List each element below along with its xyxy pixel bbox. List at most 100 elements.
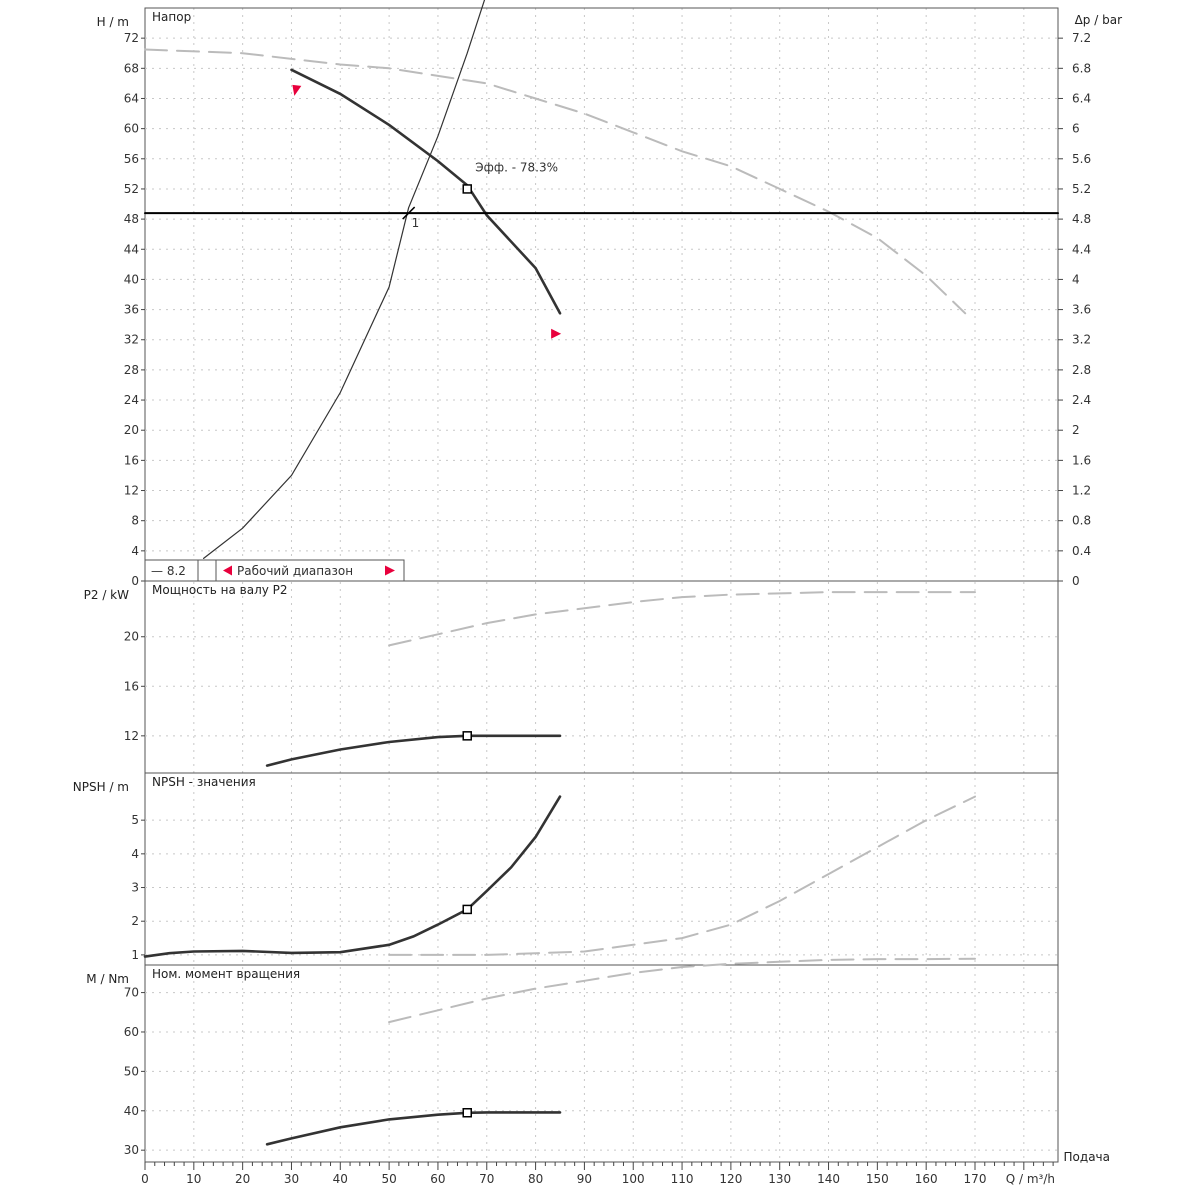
y-axis-label: NPSH / m — [73, 780, 129, 794]
x-tick-label: 70 — [479, 1172, 494, 1186]
x-tick-label: 50 — [381, 1172, 396, 1186]
y2-tick-label: 0.8 — [1072, 514, 1091, 528]
y2-tick-label: 0 — [1072, 574, 1080, 588]
y-tick-label: 4 — [131, 544, 139, 558]
legend-range-start-icon — [223, 565, 232, 576]
y2-tick-label: 3.2 — [1072, 333, 1091, 347]
x-tick-label: 120 — [719, 1172, 742, 1186]
panel-frame — [144, 964, 1059, 1163]
y-tick-label: 20 — [124, 630, 139, 644]
y2-tick-label: 1.6 — [1072, 453, 1091, 467]
x-axis-label: Q / m³/h — [1006, 1172, 1055, 1186]
y2-tick-label: 3.6 — [1072, 303, 1091, 317]
legend-gap-box — [197, 559, 217, 582]
x-tick-label: 80 — [528, 1172, 543, 1186]
x-tick-label: 100 — [622, 1172, 645, 1186]
operating-point-marker — [462, 731, 472, 741]
y2-tick-label: 5.6 — [1072, 152, 1091, 166]
npsh-operating-line — [143, 795, 562, 958]
y-tick-label: 1 — [131, 948, 139, 962]
y2-tick-label: 6.8 — [1072, 61, 1091, 75]
y-tick-label: 4 — [131, 847, 139, 861]
y-tick-label: 72 — [124, 31, 139, 45]
y-tick-label: 16 — [124, 679, 139, 693]
y2-tick-label: 2 — [1072, 423, 1080, 437]
y-tick-label: 52 — [124, 182, 139, 196]
operating-point-marker — [462, 1108, 472, 1118]
y2-tick-label: 6.4 — [1072, 91, 1091, 105]
legend-range-end-icon — [385, 565, 395, 576]
x-tick-label: 40 — [333, 1172, 348, 1186]
x-tick-label: 130 — [768, 1172, 791, 1186]
power-operating-line — [265, 734, 562, 767]
x-tick-label: 30 — [284, 1172, 299, 1186]
y-axis-label: M / Nm — [86, 972, 129, 986]
y-tick-label: 60 — [124, 122, 139, 136]
y-tick-label: 5 — [131, 813, 139, 827]
x-axis-title: Подача — [1064, 1150, 1110, 1164]
y2-tick-label: 6 — [1072, 122, 1080, 136]
y-tick-label: 56 — [124, 152, 139, 166]
x-tick-label: 90 — [577, 1172, 592, 1186]
x-tick-label: 150 — [866, 1172, 889, 1186]
y2-tick-label: 4 — [1072, 272, 1080, 286]
y-tick-label: 64 — [124, 91, 139, 105]
range-start-marker — [292, 84, 302, 96]
y-tick-label: 20 — [124, 423, 139, 437]
y-tick-label: 40 — [124, 272, 139, 286]
x-tick-label: 110 — [671, 1172, 694, 1186]
y2-tick-label: 1.2 — [1072, 484, 1091, 498]
duty-point-marker — [402, 206, 416, 220]
panel-title: Напор — [152, 10, 191, 24]
y-tick-label: 0 — [131, 574, 139, 588]
pump-curve-operating-line — [290, 68, 562, 315]
x-tick-label: 60 — [430, 1172, 445, 1186]
range-end-marker — [551, 328, 562, 339]
y-tick-label: 32 — [124, 333, 139, 347]
power-full-line — [388, 591, 976, 647]
y-axis-label: P2 / kW — [84, 588, 129, 602]
x-tick-label: 140 — [817, 1172, 840, 1186]
legend-left-text: — 8.2 — [151, 564, 186, 578]
y-tick-label: 28 — [124, 363, 139, 377]
duty-point-label: 1 — [412, 216, 420, 230]
y-tick-label: 8 — [131, 514, 139, 528]
x-tick-label: 160 — [915, 1172, 938, 1186]
operating-point-marker — [462, 184, 472, 194]
npsh-full-line — [388, 795, 976, 956]
panel-title: NPSH - значения — [152, 775, 256, 789]
y2-axis-label: Δp / bar — [1075, 13, 1122, 27]
y2-tick-label: 4.8 — [1072, 212, 1091, 226]
x-tick-label: 170 — [964, 1172, 987, 1186]
y2-tick-label: 2.4 — [1072, 393, 1091, 407]
y2-tick-label: 5.2 — [1072, 182, 1091, 196]
x-tick-label: 10 — [186, 1172, 201, 1186]
y-axis-label: H / m — [97, 15, 129, 29]
y-tick-label: 24 — [124, 393, 139, 407]
panel-title: Мощность на валу P2 — [152, 583, 288, 597]
system-curve-line — [203, 0, 486, 559]
efficiency-annotation: Эфф. - 78.3% — [475, 161, 558, 175]
operating-point-marker — [462, 904, 472, 915]
torque-operating-line — [265, 1111, 562, 1146]
y2-tick-label: 4.4 — [1072, 242, 1091, 256]
panel-title: Ном. момент вращения — [152, 967, 300, 981]
y-tick-label: 68 — [124, 61, 139, 75]
panel-frame — [144, 772, 1059, 966]
y-tick-label: 50 — [124, 1064, 139, 1078]
y-tick-label: 60 — [124, 1025, 139, 1039]
y2-tick-label: 7.2 — [1072, 31, 1091, 45]
y-tick-label: 70 — [124, 986, 139, 1000]
y-tick-label: 16 — [124, 453, 139, 467]
y-tick-label: 30 — [124, 1143, 139, 1157]
y-tick-label: 3 — [131, 881, 139, 895]
pump-curve-full-line — [144, 48, 967, 315]
y-tick-label: 48 — [124, 212, 139, 226]
y-tick-label: 44 — [124, 242, 139, 256]
y-tick-label: 12 — [124, 484, 139, 498]
y2-tick-label: 2.8 — [1072, 363, 1091, 377]
y-tick-label: 36 — [124, 303, 139, 317]
panel-frame — [144, 580, 1059, 774]
y-tick-label: 40 — [124, 1104, 139, 1118]
